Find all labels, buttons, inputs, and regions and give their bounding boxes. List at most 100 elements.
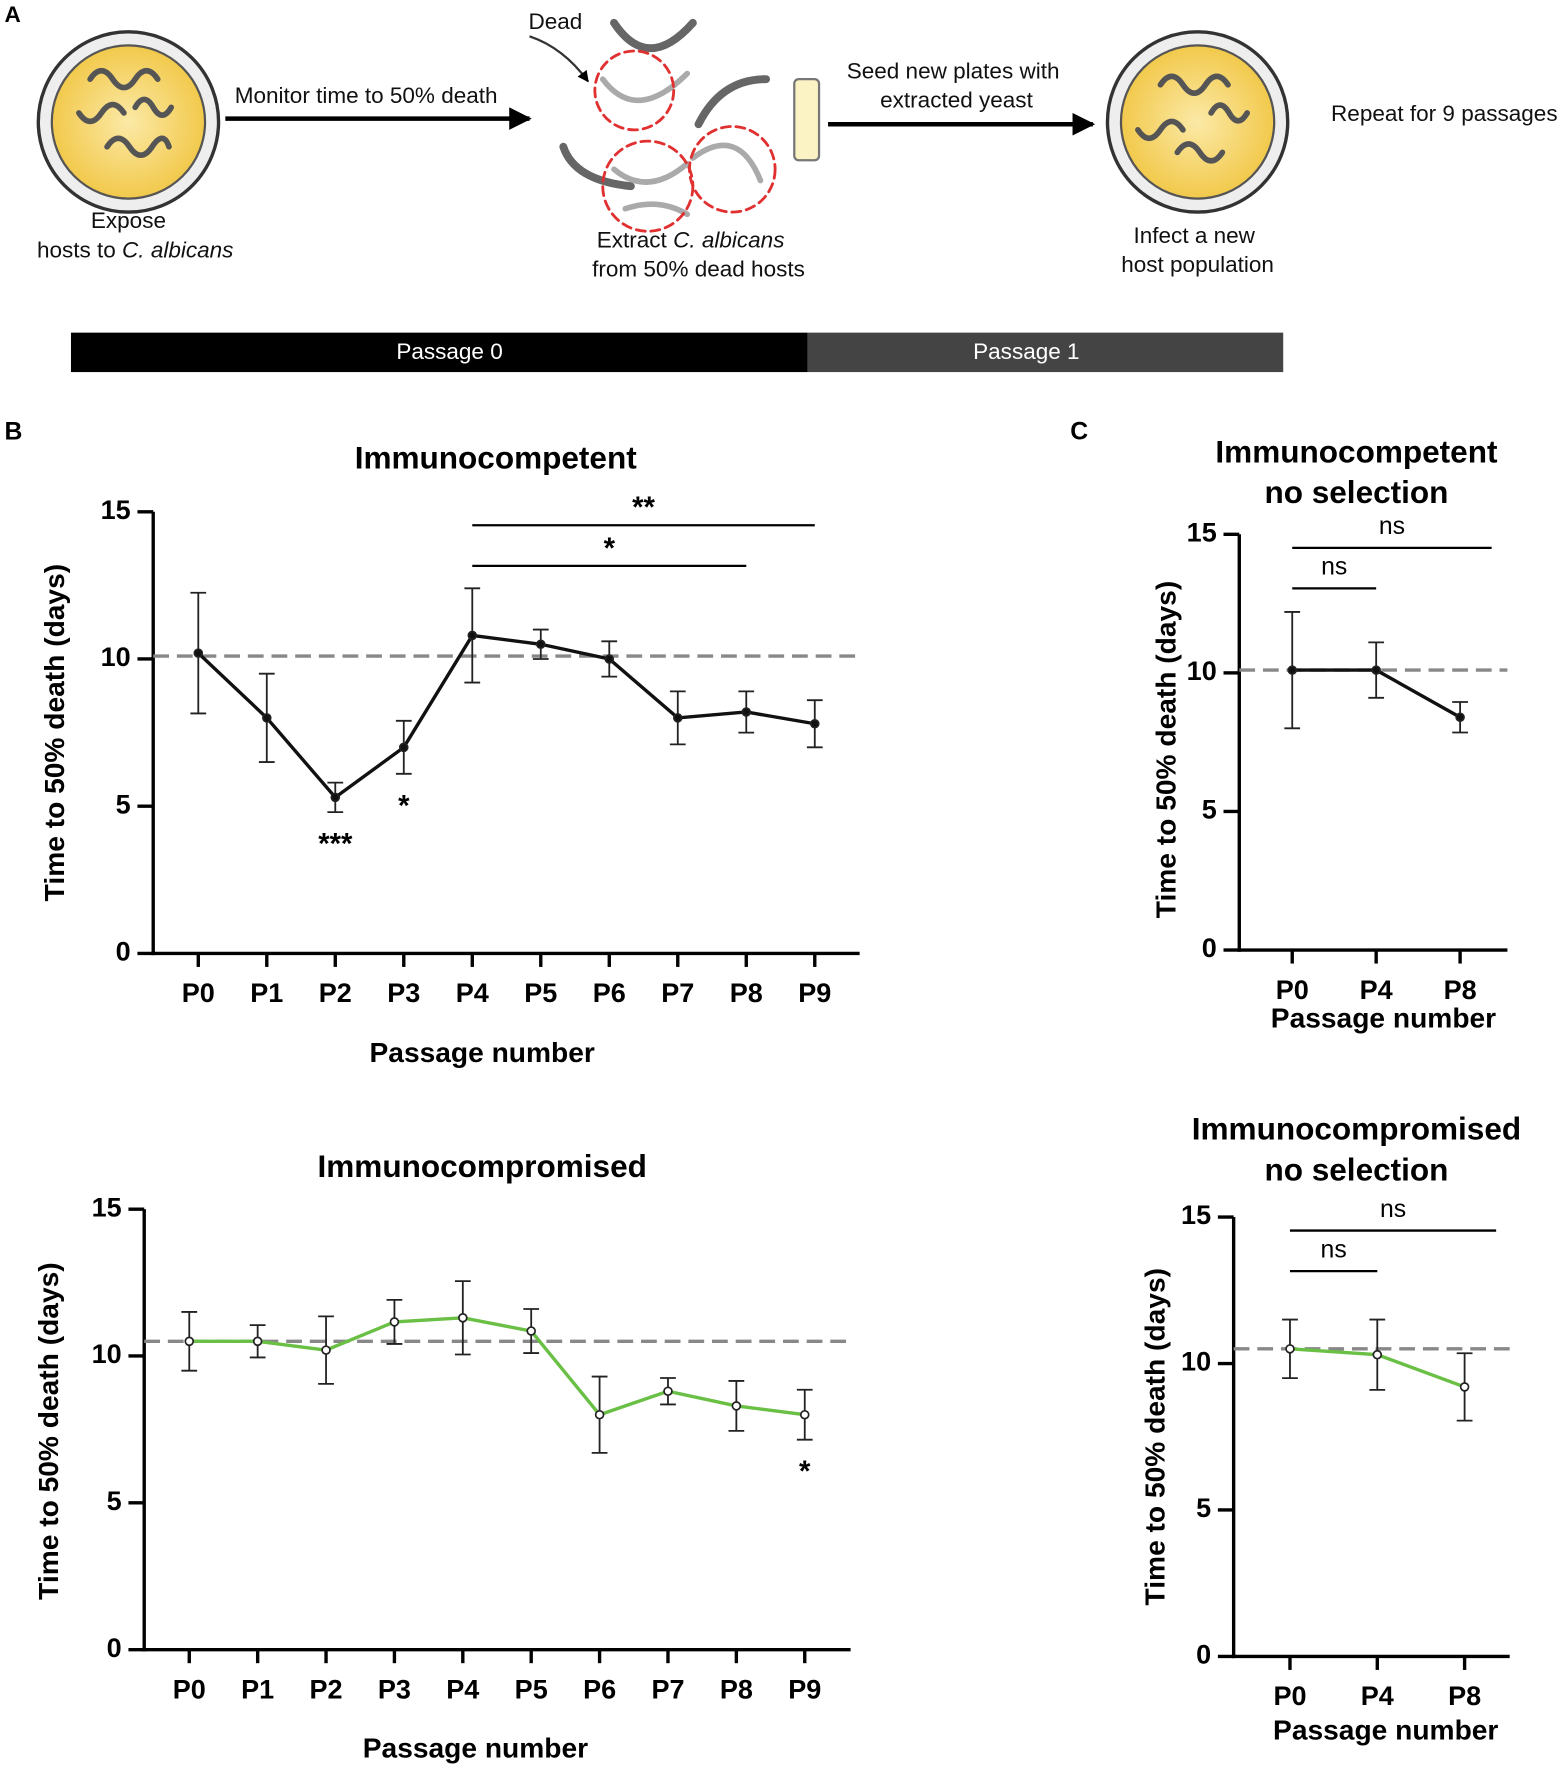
x-tick-label: P9 xyxy=(788,1674,821,1704)
y-tick-label: 15 xyxy=(92,1192,122,1222)
y-axis-label: Time to 50% death (days) xyxy=(1151,581,1182,918)
x-tick-label: P3 xyxy=(387,978,420,1008)
significance: ns xyxy=(1380,1196,1406,1223)
significance: * xyxy=(799,1455,811,1488)
point xyxy=(1372,1349,1383,1360)
worms xyxy=(76,67,175,158)
x-tick-label: P5 xyxy=(515,1674,548,1704)
x-tick-label: P0 xyxy=(1273,1681,1306,1711)
chart-title: Immunocompromised xyxy=(1192,1111,1521,1147)
significance: ns xyxy=(1321,1236,1347,1263)
point xyxy=(398,742,409,753)
dish-agar xyxy=(1119,44,1276,200)
point xyxy=(458,1313,468,1323)
worms xyxy=(1135,73,1250,164)
x-tick-label: P7 xyxy=(661,978,694,1008)
point xyxy=(389,1317,400,1327)
point xyxy=(1287,665,1298,675)
x-tick-label: P8 xyxy=(1448,1681,1481,1711)
x-tick-label: P0 xyxy=(173,1674,206,1704)
point xyxy=(526,1326,536,1336)
x-tick-label: P2 xyxy=(310,1674,343,1704)
x-tick-label: P4 xyxy=(456,978,489,1008)
arrow xyxy=(529,35,590,83)
chart-title: Immunocompetent xyxy=(355,439,638,475)
y-tick-label: 0 xyxy=(107,1633,122,1663)
dish-agar xyxy=(50,44,207,200)
x-tick-label: P4 xyxy=(446,1674,479,1704)
point xyxy=(184,1336,195,1347)
worms xyxy=(559,18,777,233)
point xyxy=(809,718,820,729)
panel-a: A Expose hosts to C. albicans Monitor ti… xyxy=(5,2,1558,373)
label: hosts to xyxy=(37,237,122,262)
label: extracted yeast xyxy=(880,88,1033,113)
y-axis-label: Time to 50% death (days) xyxy=(1139,1268,1170,1605)
x-tick-label: P5 xyxy=(524,978,557,1008)
y-tick-label: 0 xyxy=(1196,1640,1211,1670)
point xyxy=(594,1409,605,1420)
label: hosts to C. albicans xyxy=(37,237,234,262)
y-tick-label: 10 xyxy=(92,1339,122,1369)
passage-bar xyxy=(807,332,1284,373)
y-tick-label: 10 xyxy=(101,642,131,672)
label: Monitor time to 50% death xyxy=(235,83,498,108)
y-tick-label: 5 xyxy=(116,789,131,819)
y-tick-label: 10 xyxy=(1181,1347,1211,1377)
passage-label: Passage 0 xyxy=(396,339,502,364)
x-tick-label: P1 xyxy=(250,978,283,1008)
x-axis-label: Passage number xyxy=(363,1732,588,1763)
species: C. albicans xyxy=(673,227,784,252)
x-tick-label: P0 xyxy=(182,978,215,1008)
chart-title: Immunocompetent xyxy=(1215,434,1498,470)
point xyxy=(731,1401,742,1411)
panel-label: C xyxy=(1070,418,1088,445)
point xyxy=(330,792,341,803)
passage-bar xyxy=(70,332,808,373)
x-tick-label: P3 xyxy=(378,1674,411,1704)
significance: ns xyxy=(1379,513,1405,540)
x-tick-label: P8 xyxy=(720,1674,753,1704)
label: from 50% dead hosts xyxy=(592,257,805,282)
x-tick-label: P4 xyxy=(1361,1681,1394,1711)
y-tick-label: 10 xyxy=(1187,656,1217,686)
point xyxy=(1285,1344,1295,1354)
x-tick-label: P4 xyxy=(1360,975,1393,1005)
species: C. albicans xyxy=(122,237,233,262)
x-tick-label: P8 xyxy=(1444,975,1477,1005)
point xyxy=(467,630,478,641)
x-tick-label: P1 xyxy=(241,1674,274,1704)
point xyxy=(672,713,683,723)
line xyxy=(197,633,816,800)
y-tick-label: 15 xyxy=(1181,1200,1211,1230)
label: host population xyxy=(1121,252,1274,277)
line xyxy=(189,1316,805,1417)
point xyxy=(193,648,204,658)
label: Expose xyxy=(91,208,166,233)
y-tick-label: 5 xyxy=(107,1486,122,1516)
label: Extract xyxy=(597,227,673,252)
x-axis-label: Passage number xyxy=(1273,1714,1498,1745)
x-axis-label: Passage number xyxy=(370,1037,595,1068)
passage-label: Passage 1 xyxy=(973,339,1079,364)
point xyxy=(261,713,272,723)
chart-title: no selection xyxy=(1264,1151,1448,1187)
significance: * xyxy=(398,789,410,822)
tube xyxy=(793,78,821,162)
chart-title: no selection xyxy=(1264,474,1448,510)
label: Infect a new xyxy=(1134,223,1256,248)
point xyxy=(321,1345,331,1355)
y-tick-label: 15 xyxy=(1187,517,1217,547)
y-tick-label: 5 xyxy=(1196,1493,1211,1523)
point xyxy=(663,1386,673,1397)
label: Dead xyxy=(529,9,583,34)
point xyxy=(604,654,615,664)
x-tick-label: P0 xyxy=(1276,975,1309,1005)
panel-label: A xyxy=(5,2,21,27)
y-tick-label: 0 xyxy=(1202,933,1217,963)
point xyxy=(252,1336,263,1347)
label: Repeat for 9 passages xyxy=(1331,101,1558,126)
y-axis-label: Time to 50% death (days) xyxy=(33,1262,64,1599)
